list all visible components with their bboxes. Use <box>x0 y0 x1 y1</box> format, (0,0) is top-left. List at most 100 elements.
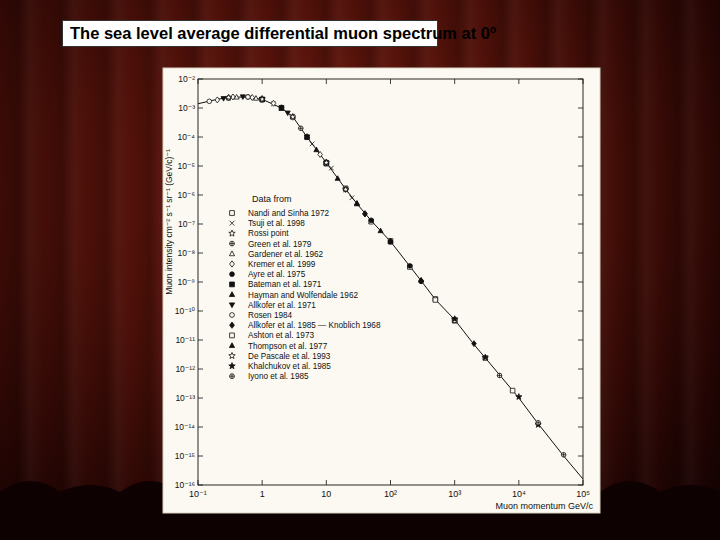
legend-label: Thompson et al. 1977 <box>248 342 328 351</box>
x-tick <box>454 480 455 485</box>
data-point <box>343 186 349 192</box>
legend-label: Tsuji et al. 1998 <box>248 219 305 228</box>
y-tick-label: 10⁻³ <box>178 103 195 113</box>
data-point <box>279 105 284 110</box>
y-tick <box>198 340 203 341</box>
y-axis-title: Muon intensity cm⁻² s⁻¹ sr⁻¹ (GeV/c)⁻¹ <box>164 149 174 295</box>
y-tick <box>198 456 203 457</box>
y-tick-right <box>578 79 583 80</box>
y-tick-label: 10⁻⁷ <box>178 219 195 229</box>
legend-marker <box>229 251 234 256</box>
data-point <box>354 200 359 205</box>
data-point <box>240 95 245 100</box>
data-point <box>215 97 220 103</box>
data-point <box>246 95 251 100</box>
y-tick-label: 10⁻² <box>178 74 195 84</box>
y-tick <box>198 311 203 312</box>
legend-marker <box>229 303 234 308</box>
x-tick-top <box>518 79 519 84</box>
data-point <box>314 147 319 152</box>
y-tick <box>198 108 203 109</box>
legend-marker <box>229 230 235 236</box>
legend-marker <box>230 282 235 287</box>
data-point <box>452 316 458 322</box>
data-point <box>298 126 303 131</box>
data-point <box>472 341 477 347</box>
y-tick-label: 10⁻⁵ <box>178 161 195 171</box>
data-point <box>285 111 290 116</box>
data-point <box>343 186 348 192</box>
legend-marker <box>230 241 235 246</box>
legend-label: De Pascale et al. 1993 <box>248 352 331 361</box>
data-point <box>335 176 340 181</box>
x-tick-top <box>583 79 584 84</box>
legend-label: Gardener et al. 1962 <box>248 250 324 259</box>
data-point <box>304 135 309 140</box>
y-tick <box>198 195 203 196</box>
x-axis-title: Muon momentum GeV/c <box>495 501 593 511</box>
y-tick <box>198 485 203 486</box>
legend-marker <box>230 374 235 379</box>
data-point <box>271 100 276 106</box>
data-point <box>536 420 541 425</box>
legend-label: Allkofer et al. 1971 <box>248 301 316 310</box>
x-tick-top <box>262 79 263 84</box>
data-point <box>259 95 265 101</box>
data-point <box>279 106 284 111</box>
data-point <box>363 211 368 217</box>
data-point <box>369 219 374 224</box>
y-tick-right <box>578 137 583 138</box>
y-tick-right <box>578 166 583 167</box>
y-tick-right <box>578 340 583 341</box>
legend-label: Ashton et al. 1973 <box>248 331 314 340</box>
slide-title: The sea level average differential muon … <box>62 20 438 47</box>
data-point <box>350 196 355 201</box>
legend-title: Data from <box>252 194 292 204</box>
data-point <box>516 394 522 400</box>
data-point <box>221 97 226 102</box>
y-tick <box>198 137 203 138</box>
y-tick <box>198 369 203 370</box>
data-point <box>433 298 438 303</box>
legend-label: Green et al. 1979 <box>248 240 312 249</box>
legend-marker <box>229 292 234 297</box>
x-tick <box>198 480 199 485</box>
legend-label: Kremer et al. 1999 <box>248 260 316 269</box>
x-tick-top <box>198 79 199 84</box>
y-tick-right <box>578 427 583 428</box>
data-point <box>561 452 566 457</box>
legend-marker <box>230 333 235 338</box>
x-tick <box>262 480 263 485</box>
y-tick-label: 10⁻⁴ <box>177 132 195 142</box>
data-point <box>482 354 488 360</box>
x-tick-top <box>326 79 327 84</box>
legend-label: Bateman et al. 1971 <box>248 280 322 289</box>
y-tick-label: 10⁻¹⁴ <box>175 422 196 432</box>
y-tick <box>198 224 203 225</box>
data-point <box>363 211 368 217</box>
x-tick <box>518 480 519 485</box>
data-point <box>246 95 251 100</box>
plot-frame <box>198 79 583 485</box>
data-point <box>452 316 457 322</box>
x-tick <box>390 480 391 485</box>
x-tick-label: 10⁵ <box>576 489 590 499</box>
x-tick-label: 10⁴ <box>512 489 526 499</box>
y-tick-label: 10⁻¹⁰ <box>175 306 196 316</box>
legend-marker <box>230 322 235 328</box>
legend-marker <box>229 363 235 369</box>
x-tick-top <box>390 79 391 84</box>
legend-label: Ayre et al. 1975 <box>248 270 306 279</box>
x-tick-label: 10 <box>321 489 331 499</box>
legend-marker <box>230 261 235 267</box>
y-tick <box>198 427 203 428</box>
data-point <box>310 142 315 147</box>
data-point <box>388 238 393 244</box>
y-tick-label: 10⁻¹³ <box>175 393 195 403</box>
data-point <box>324 160 329 165</box>
x-tick-label: 10⁻¹ <box>189 489 207 499</box>
y-tick-right <box>578 224 583 225</box>
slide-canvas: 10⁻¹11010²10³10⁴10⁵10⁻²10⁻³10⁻⁴10⁻⁵10⁻⁶1… <box>0 0 720 540</box>
y-tick-label: 10⁻⁹ <box>177 277 195 287</box>
legend-label: Iyono et al. 1985 <box>248 372 309 381</box>
